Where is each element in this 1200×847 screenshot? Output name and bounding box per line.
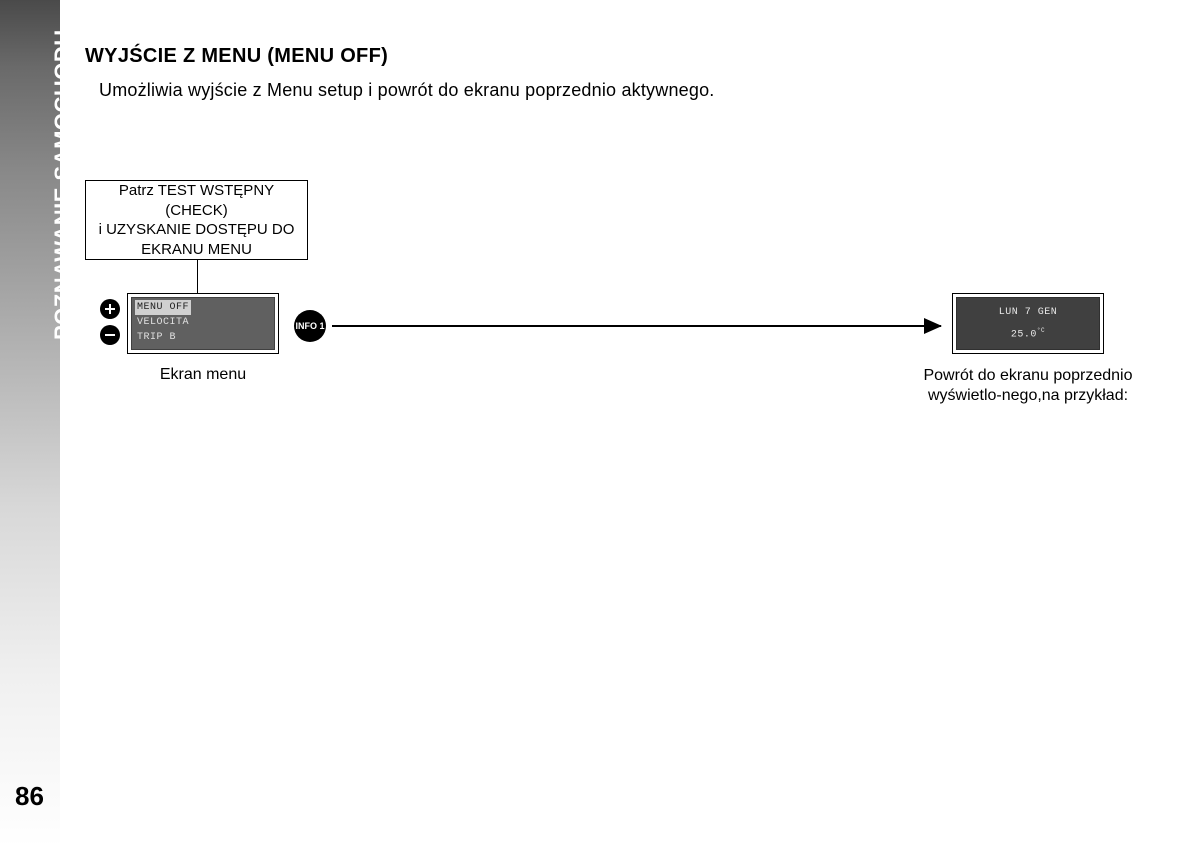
result-date: LUN 7 GEN [999, 307, 1058, 318]
menu-screen-label: Ekran menu [127, 366, 279, 384]
info-callout-box: Patrz TEST WSTĘPNY (CHECK) i UZYSKANIE D… [85, 180, 308, 260]
result-screen-display: LUN 7 GEN 25.0°C [952, 293, 1104, 354]
info1-badge-icon: INFO 1 [294, 310, 326, 342]
plus-button-icon [100, 299, 120, 319]
info-line-1: Patrz TEST WSTĘPNY (CHECK) [92, 181, 301, 220]
menu-item: TRIP B [135, 330, 271, 345]
page-description: Umożliwia wyjście z Menu setup i powrót … [99, 80, 1170, 101]
result-temperature: 25.0°C [1011, 327, 1045, 340]
menu-item-highlighted: MENU OFF [135, 300, 191, 315]
arrow-line [332, 325, 941, 327]
menu-item: VELOCITA [135, 315, 271, 330]
arrow-head-icon [924, 318, 942, 334]
minus-button-icon [100, 325, 120, 345]
temp-unit: °C [1037, 327, 1045, 334]
flow-arrow [332, 325, 941, 327]
connector-line [197, 260, 198, 293]
temp-value: 25.0 [1011, 329, 1037, 340]
section-title: POZNAWANIE SAMOCHODU [50, 29, 76, 340]
page-heading: WYJŚCIE Z MENU (MENU OFF) [85, 45, 1170, 68]
menu-screen-inner: MENU OFF VELOCITA TRIP B [131, 297, 275, 350]
page-number: 86 [15, 781, 44, 812]
info-line-3: EKRANU MENU [141, 240, 252, 260]
info-line-2: i UZYSKANIE DOSTĘPU DO [99, 220, 295, 240]
content-area: WYJŚCIE Z MENU (MENU OFF) Umożliwia wyjś… [85, 45, 1170, 101]
result-screen-inner: LUN 7 GEN 25.0°C [956, 297, 1100, 350]
flow-diagram: Patrz TEST WSTĘPNY (CHECK) i UZYSKANIE D… [85, 180, 1165, 480]
menu-screen-display: MENU OFF VELOCITA TRIP B [127, 293, 279, 354]
result-screen-label: Powrót do ekranu poprzednio wyświetlo-ne… [923, 366, 1133, 406]
